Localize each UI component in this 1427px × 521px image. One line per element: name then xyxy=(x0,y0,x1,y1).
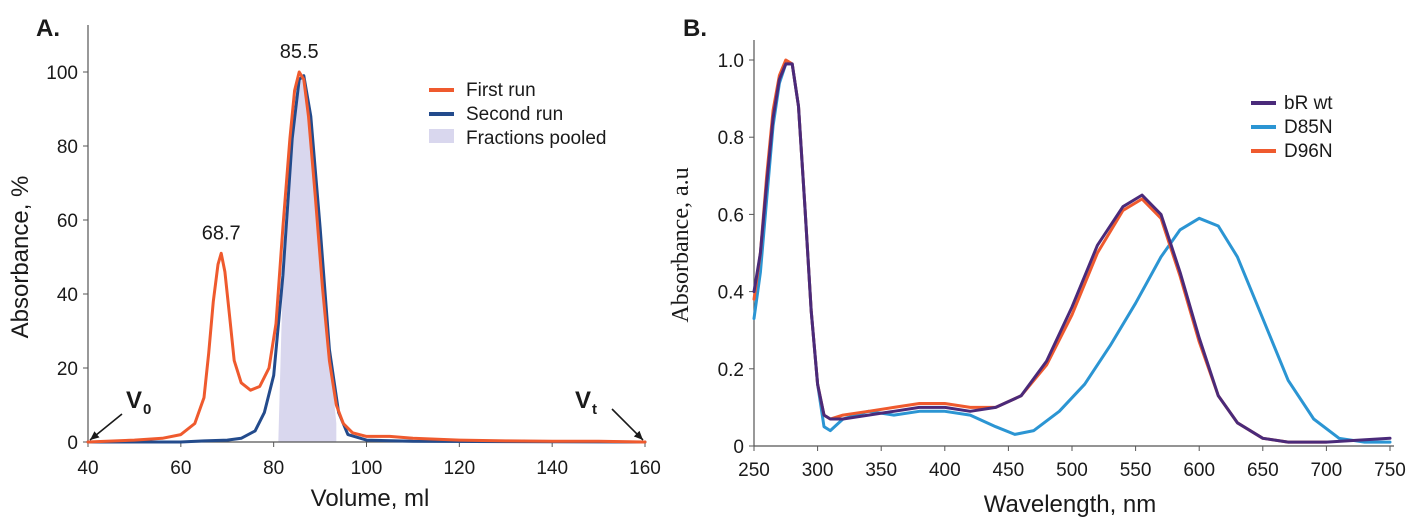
vt-label: V xyxy=(575,387,591,414)
panel-b: B. 250 300 350 400 450 500 550 600 650 700 750 0 0.2… xyxy=(668,15,1406,518)
legend-bR-wt-label: bR wt xyxy=(1284,93,1333,114)
legend-D96N-label: D96N xyxy=(1284,141,1333,162)
panel-b-letter: B. xyxy=(683,15,707,42)
panel-b-axes: 250 300 350 400 450 500 550 600 650 700 750 0 0.2 0.4… xyxy=(718,40,1406,481)
panel-b-y-tick-label: 0.2 xyxy=(718,360,744,381)
panel-a-legend: First run Second run Fractions pooled xyxy=(429,80,606,149)
panel-b-y-tick-label: 0 xyxy=(733,437,744,458)
fractions-pooled-area xyxy=(278,75,337,442)
panel-a-fractions-region xyxy=(278,75,337,442)
panel-a-letter: A. xyxy=(36,15,60,42)
panel-a-y-tick-label: 0 xyxy=(67,433,78,454)
panel-a: A. 40 60 80 100 120 140 160 0 20 40 60 80 100 68.7 85… xyxy=(7,15,661,512)
panel-b-x-tick-label: 600 xyxy=(1183,460,1215,481)
panel-a-y-tick-label: 80 xyxy=(57,137,78,158)
panel-b-y-axis-title: Absorbance, a.u xyxy=(668,167,694,322)
panel-b-x-tick-label: 750 xyxy=(1374,460,1406,481)
panel-a-series xyxy=(86,70,647,444)
panel-b-y-tick-label: 0.6 xyxy=(718,205,744,226)
panel-a-y-tick-label: 60 xyxy=(57,211,78,232)
panel-a-x-tick-label: 160 xyxy=(629,458,661,479)
panel-b-x-tick-label: 550 xyxy=(1120,460,1152,481)
second-run-line xyxy=(86,74,647,444)
peak-label: 68.7 xyxy=(202,222,241,244)
panel-a-x-tick-label: 140 xyxy=(536,458,568,479)
panel-a-y-tick-label: 40 xyxy=(57,285,78,306)
panel-b-y-tick-label: 1.0 xyxy=(718,51,744,72)
panel-b-x-tick-label: 450 xyxy=(993,460,1025,481)
panel-b-series xyxy=(752,58,1392,444)
panel-a-x-tick-label: 80 xyxy=(263,458,284,479)
panel-b-x-tick-label: 500 xyxy=(1056,460,1088,481)
v0-label: V xyxy=(126,387,142,414)
panel-a-x-tick-label: 40 xyxy=(77,458,98,479)
v0-subscript: 0 xyxy=(143,401,151,418)
panel-b-x-tick-label: 300 xyxy=(802,460,834,481)
panel-a-y-tick-label: 100 xyxy=(46,63,78,84)
panel-a-x-axis-title: Volume, ml xyxy=(311,485,430,512)
legend-D85N-label: D85N xyxy=(1284,117,1333,138)
panel-a-y-axis-title: Absorbance, % xyxy=(7,176,34,339)
panel-b-x-tick-label: 400 xyxy=(929,460,961,481)
v0-arrow xyxy=(89,413,123,441)
panel-b-legend: bR wt D85N D96N xyxy=(1251,93,1333,162)
panel-a-x-tick-label: 60 xyxy=(170,458,191,479)
panel-b-x-tick-label: 250 xyxy=(738,460,770,481)
legend-fractions-pooled-swatch xyxy=(429,129,454,143)
bR-wt-line xyxy=(752,62,1392,444)
panel-b-x-axis-title: Wavelength, nm xyxy=(984,491,1157,518)
vt-arrow xyxy=(611,408,644,441)
first-run-line xyxy=(86,70,647,444)
legend-fractions-pooled-label: Fractions pooled xyxy=(466,128,606,149)
panel-b-x-tick-label: 700 xyxy=(1311,460,1343,481)
panel-a-axes: 40 60 80 100 120 140 160 0 20 40 60 80 100 xyxy=(46,25,661,479)
panel-b-x-tick-label: 650 xyxy=(1247,460,1279,481)
legend-first-run-label: First run xyxy=(466,80,536,101)
legend-second-run-label: Second run xyxy=(466,104,563,125)
panel-b-y-tick-label: 0.8 xyxy=(718,128,744,149)
D96N-line xyxy=(752,58,1328,444)
panel-b-y-tick-label: 0.4 xyxy=(718,283,745,304)
panel-a-y-tick-label: 20 xyxy=(57,359,78,380)
vt-subscript: t xyxy=(592,401,597,418)
panel-a-x-tick-label: 120 xyxy=(443,458,475,479)
peak-label: 85.5 xyxy=(280,41,319,63)
panel-a-x-tick-label: 100 xyxy=(351,458,383,479)
panel-b-x-tick-label: 350 xyxy=(865,460,897,481)
